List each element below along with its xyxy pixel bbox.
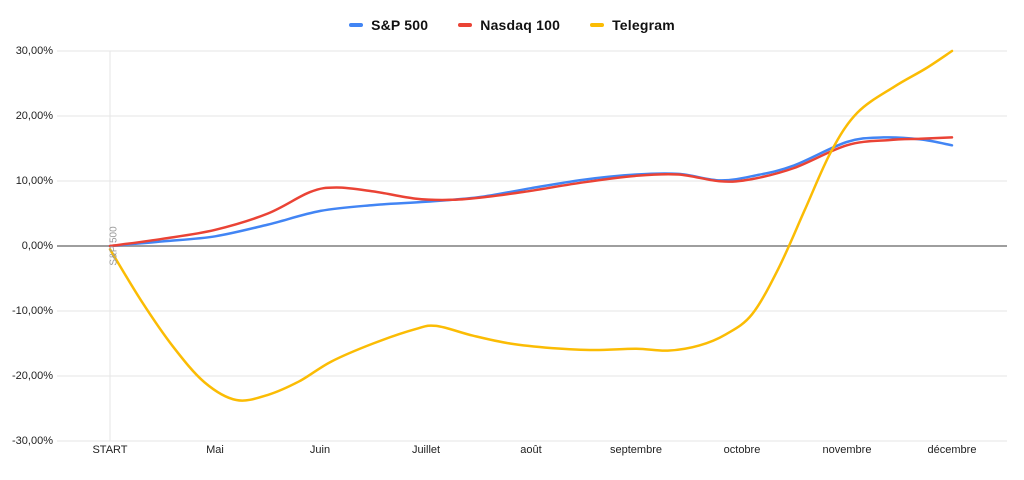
y-tick-10: 10,00% bbox=[15, 175, 53, 187]
legend-label-telegram: Telegram bbox=[612, 17, 675, 33]
y-tick-0: 0,00% bbox=[21, 240, 53, 252]
x-label-juillet: Juillet bbox=[411, 444, 441, 456]
legend-label-sp500: S&P 500 bbox=[371, 17, 429, 33]
legend-dash-icon bbox=[590, 23, 605, 27]
legend-item-sp500: S&P 500 bbox=[349, 17, 428, 33]
y-tick-neg20: -20,00% bbox=[12, 370, 53, 382]
series-line-s-p-500 bbox=[108, 136, 954, 248]
legend-dash-icon bbox=[349, 23, 364, 27]
legend-item-nasdaq100: Nasdaq 100 bbox=[458, 17, 560, 33]
y-tick-neg30: -30,00% bbox=[12, 435, 53, 447]
x-label-octobre: octobre bbox=[723, 444, 761, 456]
series-line-nasdaq-100 bbox=[108, 136, 954, 248]
x-label-start: START bbox=[92, 444, 128, 456]
legend-dash-icon bbox=[458, 23, 473, 27]
y-tick-30: 30,00% bbox=[15, 45, 53, 57]
y-tick-20: 20,00% bbox=[15, 110, 53, 122]
x-label-juin: Juin bbox=[309, 444, 331, 456]
series-line-telegram bbox=[108, 49, 954, 402]
x-label-decembre: décembre bbox=[927, 444, 977, 456]
legend-label-nasdaq100: Nasdaq 100 bbox=[480, 17, 561, 33]
series-annotation: S&P 500 bbox=[108, 226, 120, 266]
chart-legend: S&P 500 Nasdaq 100 Telegram bbox=[0, 17, 1024, 33]
x-label-aout: août bbox=[520, 444, 542, 456]
x-label-mai: Mai bbox=[206, 444, 224, 456]
x-label-septembre: septembre bbox=[610, 444, 662, 456]
legend-item-telegram: Telegram bbox=[590, 17, 675, 33]
y-tick-neg10: -10,00% bbox=[12, 305, 53, 317]
x-label-novembre: novembre bbox=[822, 444, 872, 456]
